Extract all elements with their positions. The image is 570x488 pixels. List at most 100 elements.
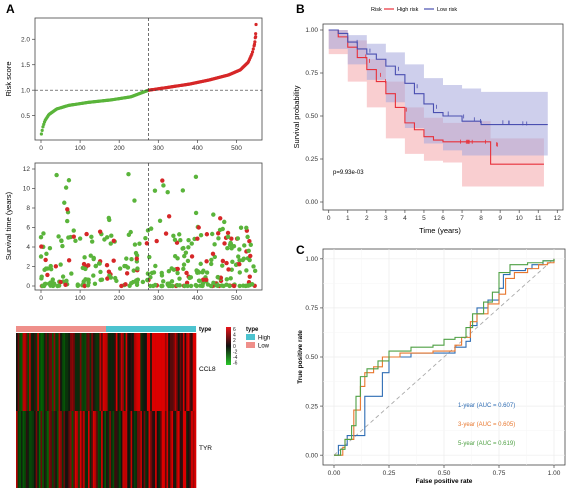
survival-point-alive bbox=[188, 275, 194, 280]
survival-point-alive bbox=[153, 263, 158, 269]
heatmap-cell bbox=[181, 333, 184, 411]
surv-x-tick-label: 0 bbox=[39, 295, 43, 302]
survival-time-ylabel: Survival time (years) bbox=[4, 191, 13, 260]
heatmap-cell bbox=[124, 411, 126, 488]
survival-point-alive bbox=[147, 254, 152, 260]
heatmap-cell bbox=[151, 333, 154, 411]
heatmap-cell bbox=[47, 411, 50, 488]
surv-y-tick-label: 10 bbox=[23, 186, 31, 193]
heatmap-cell bbox=[94, 333, 97, 411]
risk-y-tick-label: 0.5 bbox=[21, 113, 30, 120]
survival-point-alive bbox=[42, 281, 48, 287]
heatmap-cell bbox=[81, 411, 84, 488]
survival-point-dead bbox=[204, 259, 209, 264]
heatmap-cell bbox=[25, 333, 28, 411]
heatmap-cell bbox=[155, 333, 158, 411]
heatmap-cell bbox=[119, 411, 122, 488]
risk-point-high bbox=[253, 36, 257, 40]
survival-point-alive bbox=[56, 234, 61, 239]
survival-point-alive bbox=[59, 238, 64, 244]
heatmap-cell bbox=[112, 333, 115, 411]
roc-curve-5year bbox=[334, 258, 555, 456]
survival-point-alive bbox=[247, 257, 252, 263]
heatmap-cell bbox=[161, 411, 164, 488]
heatmap-row-label-ccl8: CCL8 bbox=[199, 366, 216, 373]
survival-point-alive bbox=[60, 243, 65, 249]
km-legend-label-high: High risk bbox=[397, 7, 419, 13]
surv-y-tick-label: 2 bbox=[26, 264, 30, 271]
survival-point-alive bbox=[236, 254, 241, 259]
heatmap-cell bbox=[143, 333, 146, 411]
heatmap-cell bbox=[189, 411, 192, 488]
heatmap-cell bbox=[145, 333, 148, 411]
heatmap-cell bbox=[178, 333, 180, 411]
heatmap-cell bbox=[66, 411, 69, 488]
survival-point-alive bbox=[134, 253, 140, 258]
survival-point-alive bbox=[225, 246, 230, 251]
survival-point-alive bbox=[177, 276, 182, 281]
survival-point-alive bbox=[175, 270, 180, 276]
survival-point-alive bbox=[108, 275, 114, 280]
survival-point-dead bbox=[218, 216, 223, 221]
survival-point-alive bbox=[47, 245, 53, 251]
heatmap-cell bbox=[96, 333, 99, 411]
heatmap-cell bbox=[189, 333, 192, 411]
heatmap-cell bbox=[137, 411, 140, 488]
heatmap-cell bbox=[166, 333, 169, 411]
survival-point-alive bbox=[152, 188, 158, 193]
heatmap-cell bbox=[182, 411, 185, 488]
survival-point-alive bbox=[251, 264, 256, 269]
km-x-tick-label: 9 bbox=[498, 215, 502, 222]
roc-ylabel: True positive rate bbox=[297, 330, 304, 384]
survival-point-dead bbox=[200, 277, 206, 282]
heatmap-cell bbox=[125, 333, 128, 411]
survival-point-alive bbox=[46, 281, 52, 286]
survival-point-alive bbox=[171, 267, 177, 272]
heatmap-cell bbox=[19, 411, 22, 488]
surv-x-tick-label: 400 bbox=[192, 295, 203, 302]
heatmap-cell bbox=[32, 333, 35, 411]
heatmap-cell bbox=[119, 333, 122, 411]
survival-point-alive bbox=[129, 257, 134, 262]
heatmap-cell bbox=[76, 333, 79, 411]
heatmap-cell bbox=[130, 333, 133, 411]
roc-xlabel: False positive rate bbox=[416, 478, 473, 485]
roc-x-tick-label: 0.50 bbox=[438, 470, 451, 477]
km-x-tick-label: 6 bbox=[441, 215, 445, 222]
surv-x-tick-label: 500 bbox=[231, 295, 242, 302]
survival-point-alive bbox=[39, 276, 44, 281]
survival-point-alive bbox=[188, 283, 194, 289]
survival-point-dead bbox=[86, 263, 91, 268]
heatmap-cell bbox=[125, 411, 128, 488]
heatmap-cell bbox=[179, 411, 182, 488]
heatmap-cell bbox=[173, 411, 176, 488]
heatmap-cell bbox=[65, 333, 68, 411]
survival-point-dead bbox=[58, 279, 63, 285]
survival-point-alive bbox=[92, 281, 98, 287]
survival-point-alive bbox=[211, 280, 216, 286]
heatmap-cell bbox=[45, 333, 48, 411]
heatmap-cell bbox=[153, 333, 156, 411]
survival-point-alive bbox=[137, 241, 142, 246]
km-x-tick-label: 5 bbox=[422, 215, 426, 222]
roc-x-tick-label: 1.00 bbox=[548, 470, 561, 477]
heatmap-cell bbox=[117, 411, 120, 488]
heatmap-cell bbox=[61, 333, 64, 411]
survival-point-alive bbox=[91, 255, 96, 261]
survival-point-alive bbox=[66, 178, 72, 183]
heatmap-cell bbox=[30, 333, 33, 411]
heatmap-cell bbox=[88, 333, 90, 411]
km-x-tick-label: 11 bbox=[535, 215, 542, 222]
survival-point-alive bbox=[42, 267, 47, 273]
heatmap-cell bbox=[99, 411, 102, 488]
survival-point-dead bbox=[106, 269, 112, 274]
heatmap-cell bbox=[68, 333, 71, 411]
heatmap-cell bbox=[104, 411, 107, 488]
survival-point-alive bbox=[198, 283, 203, 288]
survival-point-dead bbox=[196, 225, 201, 230]
color-scale-tick-label: 2 bbox=[233, 338, 236, 344]
heatmap-cell bbox=[48, 411, 51, 488]
km-legend-title: Risk bbox=[371, 7, 382, 13]
heatmap-cell bbox=[47, 333, 50, 411]
heatmap-cell bbox=[127, 333, 130, 411]
